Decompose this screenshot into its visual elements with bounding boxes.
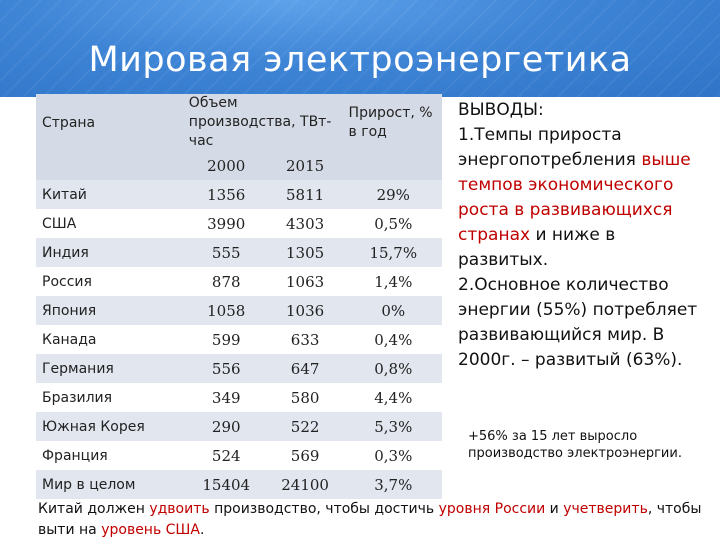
footer-text-4: , чтобы выти на (38, 501, 702, 538)
footer-text-3: и (545, 501, 564, 517)
cell-growth: 5,3% (374, 417, 413, 436)
cell-volume-2000: 556 (211, 359, 241, 378)
cell-volume-2000: 3990 (207, 214, 246, 233)
cell-volume-2000: 878 (211, 272, 241, 291)
table-row: Бразилия 349 580 4,4% (36, 383, 442, 412)
cell-country: Япония (42, 302, 97, 319)
header-year-2000: 2000 (186, 151, 266, 180)
cell-volume-2000: 15404 (202, 475, 251, 494)
cell-growth: 15,7% (369, 243, 418, 262)
cell-volume-2015: 1063 (286, 272, 325, 291)
cell-volume-2015: 647 (290, 359, 320, 378)
cell-country: Мир в целом (42, 476, 136, 493)
cell-volume-2015: 633 (290, 330, 320, 349)
slide-title: Мировая электроэнергетика (88, 40, 632, 80)
footer-text-2: производство, чтобы достичь (209, 501, 439, 517)
cell-volume-2015: 522 (290, 417, 320, 436)
cell-volume-2000: 524 (211, 446, 241, 465)
cell-growth: 0% (381, 301, 406, 320)
conclusion-1-text-a: 1.Темпы прироста энергопотребления (458, 125, 642, 170)
cell-volume-2015: 5811 (286, 185, 325, 204)
cell-growth: 1,4% (374, 272, 413, 291)
table-row: Канада 599 633 0,4% (36, 325, 442, 354)
cell-country: США (42, 215, 77, 232)
cell-volume-2000: 290 (211, 417, 241, 436)
cell-country: Китай (42, 186, 87, 203)
cell-volume-2015: 1305 (286, 243, 325, 262)
table-header-row: Страна Объем производства, ТВт-час Приро… (36, 94, 442, 151)
cell-volume-2000: 555 (211, 243, 241, 262)
conclusions-block: ВЫВОДЫ: 1.Темпы прироста энергопотреблен… (458, 98, 708, 373)
footer-highlight-double: удвоить (149, 501, 210, 517)
table-years-row: 2000 2015 (36, 151, 442, 180)
cell-country: Россия (42, 273, 92, 290)
footer-highlight-usa: уровень США (101, 522, 200, 538)
table-row: Россия 878 1063 1,4% (36, 267, 442, 296)
growth-note: +56% за 15 лет выросло производство элек… (468, 429, 682, 461)
cell-country: Германия (42, 360, 114, 377)
cell-volume-2000: 1058 (207, 301, 246, 320)
table-row: Южная Корея 290 522 5,3% (36, 412, 442, 441)
cell-country: Южная Корея (42, 418, 145, 435)
years-blank (36, 151, 187, 180)
table-row: США 3990 4303 0,5% (36, 209, 442, 238)
table-row: Япония 1058 1036 0% (36, 296, 442, 325)
footer-text-1: Китай должен (38, 501, 150, 517)
footer-statement: Китай должен удвоить производство, чтобы… (38, 499, 714, 541)
cell-country: Франция (42, 447, 108, 464)
cell-country: Канада (42, 331, 97, 348)
header-volume: Объем производства, ТВт-час (186, 94, 345, 151)
footer-text-5: . (199, 522, 205, 538)
conclusion-1: 1.Темпы прироста энергопотребления выше … (458, 123, 708, 273)
header-year-2015: 2015 (265, 151, 345, 180)
cell-growth: 0,5% (374, 214, 413, 233)
cell-volume-2015: 4303 (286, 214, 325, 233)
cell-growth: 3,7% (374, 475, 413, 494)
cell-volume-2000: 599 (211, 330, 241, 349)
footer-highlight-russia: уровня России (438, 501, 546, 517)
cell-country: Бразилия (42, 389, 113, 406)
cell-volume-2015: 569 (290, 446, 320, 465)
table-row: Индия 555 1305 15,7% (36, 238, 442, 267)
table-row: Франция 524 569 0,3% (36, 441, 442, 470)
table-row: Мир в целом 15404 24100 3,7% (36, 470, 442, 499)
table-row: Китай 1356 5811 29% (36, 180, 442, 209)
conclusion-1-text-b: и ниже в развитых. (458, 225, 616, 270)
cell-volume-2015: 24100 (281, 475, 329, 494)
cell-volume-2000: 1356 (207, 185, 246, 204)
cell-growth: 4,4% (374, 388, 413, 407)
cell-growth: 29% (376, 185, 410, 204)
cell-growth: 0,3% (374, 446, 413, 465)
conclusions-heading: ВЫВОДЫ: (458, 100, 544, 120)
header-country: Страна (36, 94, 187, 151)
electricity-table: Страна Объем производства, ТВт-час Приро… (36, 94, 442, 499)
years-blank-growth (344, 151, 442, 180)
title-banner (0, 0, 720, 97)
cell-country: Индия (42, 244, 89, 261)
footer-highlight-quadruple: учетверить (563, 501, 648, 517)
cell-volume-2000: 349 (211, 388, 241, 407)
conclusion-2: 2.Основное количество энергии (55%) потр… (458, 275, 698, 370)
cell-volume-2015: 580 (290, 388, 320, 407)
cell-growth: 0,8% (374, 359, 413, 378)
conclusion-1-highlight: выше темпов экономического роста в разви… (458, 150, 691, 245)
cell-volume-2015: 1036 (286, 301, 325, 320)
header-growth: Прирост, % в год (344, 94, 442, 151)
cell-growth: 0,4% (374, 330, 413, 349)
table-row: Германия 556 647 0,8% (36, 354, 442, 383)
